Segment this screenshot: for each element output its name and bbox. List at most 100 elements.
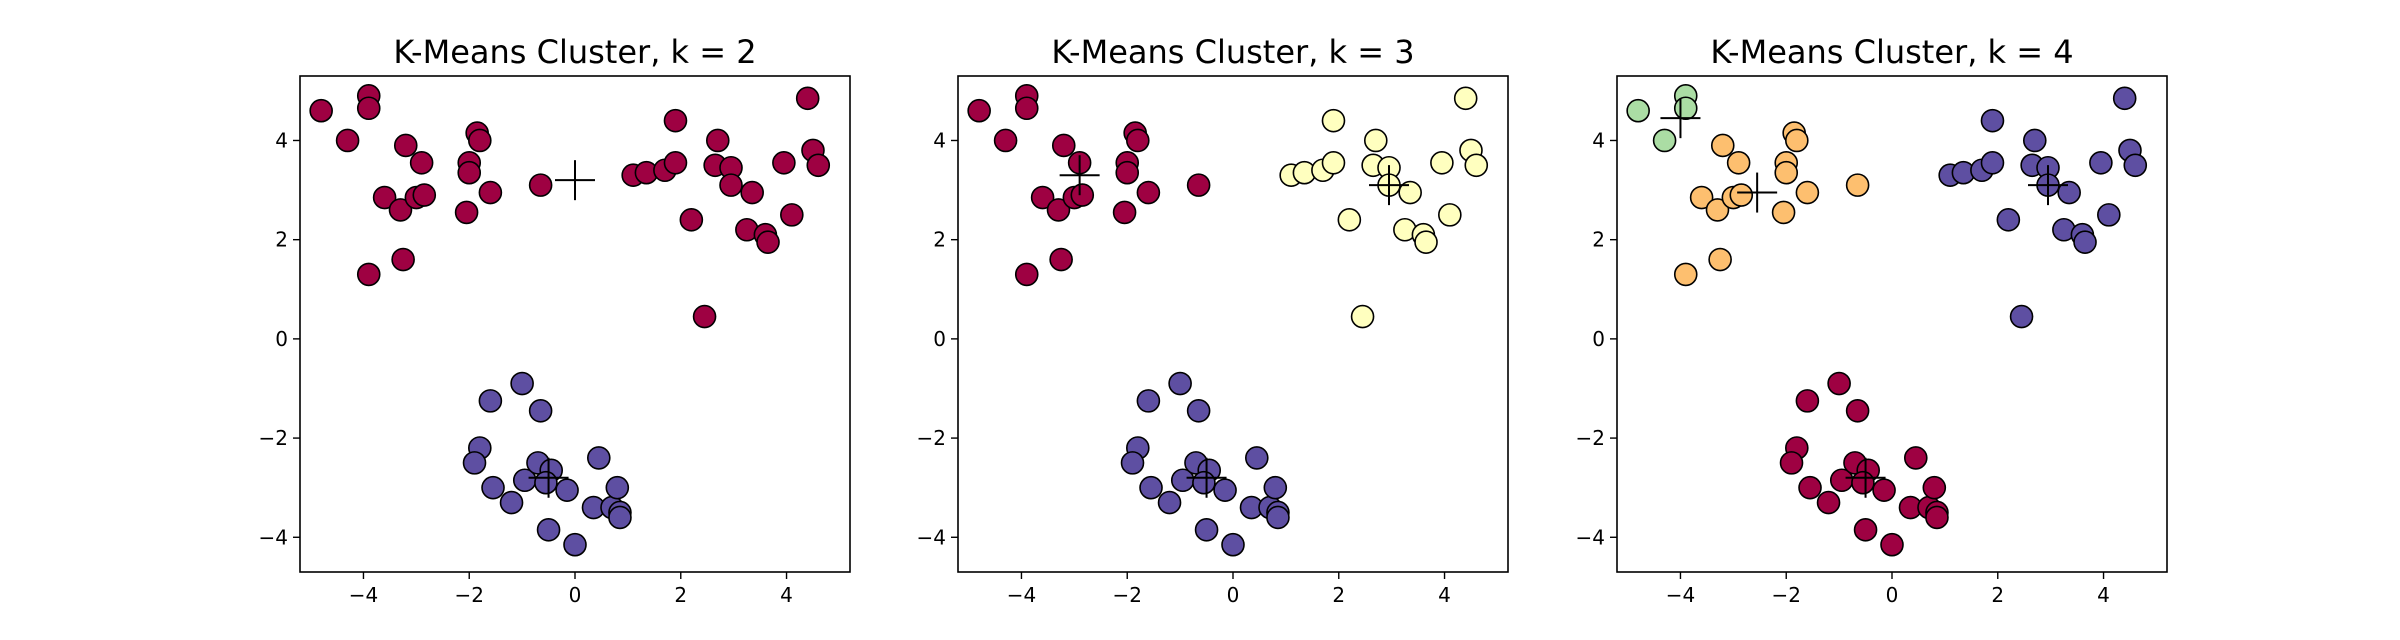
y-tick-label: −4 [917, 525, 946, 549]
data-point [1157, 490, 1182, 515]
data-point [1213, 478, 1237, 502]
data-point [1903, 446, 1928, 470]
data-point [2073, 230, 2097, 254]
data-point [356, 262, 381, 287]
x-tick-label: 2 [1332, 583, 1345, 607]
data-point [454, 200, 479, 225]
data-point [2097, 203, 2121, 227]
data-point [806, 153, 831, 178]
data-point [1853, 518, 1878, 542]
data-point [391, 247, 415, 272]
centroid-markers [1059, 155, 1410, 498]
data-point [1851, 470, 1875, 495]
data-point [1726, 151, 1751, 175]
data-point [1438, 203, 1462, 227]
data-point [468, 128, 492, 153]
data-point [663, 151, 688, 175]
centroid-markers [528, 160, 595, 498]
data-point [1244, 446, 1269, 470]
data-point [2112, 86, 2137, 111]
data-point [528, 398, 553, 423]
data-point [1795, 389, 1820, 413]
data-point [772, 151, 796, 175]
data-point [608, 505, 632, 530]
data-point [1673, 262, 1698, 287]
x-tick-label: 2 [1991, 583, 2004, 607]
data-point [1845, 398, 1870, 423]
x-tick-label: 4 [2097, 583, 2110, 607]
x-tick-label: 4 [780, 583, 793, 607]
plot-frame [957, 75, 1509, 573]
x-tick-label: 2 [674, 583, 687, 607]
data-point [719, 173, 743, 197]
centroid-marker [1059, 155, 1100, 196]
y-tick-label: −4 [259, 525, 288, 549]
data-point [462, 451, 487, 475]
data-point [605, 475, 630, 500]
data-point [481, 475, 505, 500]
data-point [409, 151, 434, 175]
data-point [993, 128, 1018, 153]
centroid-marker [528, 457, 569, 498]
data-points [309, 84, 831, 557]
data-point [1453, 86, 1478, 111]
panel-title: K-Means Cluster, k = 4 [1710, 33, 2073, 71]
data-point [1126, 128, 1150, 153]
data-point [679, 208, 704, 232]
data-point [705, 128, 730, 153]
centroid-marker [1737, 172, 1778, 213]
data-point [499, 490, 524, 515]
centroid-marker [555, 160, 595, 201]
x-tick-label: −2 [1771, 583, 1800, 607]
axis-ticks: −4 −2 0 2 4 −4 −2 0 2 4 [1576, 128, 2110, 607]
x-tick-label: 0 [569, 583, 582, 607]
data-point [1980, 108, 2005, 133]
x-tick-label: −2 [454, 583, 483, 607]
data-point [1798, 475, 1822, 500]
data-point [563, 532, 587, 557]
data-point [1014, 96, 1039, 121]
y-tick-label: 4 [1592, 128, 1605, 152]
data-point [1880, 532, 1904, 557]
data-point [1996, 208, 2021, 232]
data-point [1845, 173, 1870, 197]
data-point [1785, 128, 1809, 153]
data-point [536, 518, 561, 542]
data-point [478, 389, 503, 413]
data-point [1771, 200, 1796, 225]
data-point [1194, 518, 1219, 542]
data-point [412, 183, 437, 207]
y-tick-label: 2 [1592, 228, 1605, 252]
x-tick-label: −2 [1112, 583, 1141, 607]
data-point [1705, 198, 1730, 222]
data-points [1626, 84, 2148, 557]
data-point [1192, 470, 1216, 495]
data-point [2089, 151, 2113, 175]
data-point [1779, 451, 1804, 475]
data-point [528, 173, 553, 197]
data-point [1168, 371, 1192, 396]
y-tick-label: 0 [933, 327, 946, 351]
data-point [457, 160, 482, 185]
data-point [1710, 133, 1735, 158]
data-point [1186, 173, 1211, 197]
data-point [740, 180, 764, 205]
y-tick-label: 2 [275, 228, 288, 252]
x-tick-label: 4 [1438, 583, 1451, 607]
centroid-marker [1186, 457, 1227, 498]
data-point [1136, 389, 1161, 413]
axis-ticks: −4 −2 0 2 4 −4 −2 0 2 4 [917, 128, 1451, 607]
data-point [1673, 96, 1698, 121]
y-tick-label: 0 [275, 327, 288, 351]
y-tick-label: 2 [933, 228, 946, 252]
panel-title: K-Means Cluster, k = 2 [393, 33, 756, 71]
chart-panel-k3: K-Means Cluster, k = 3 −4 −2 0 2 4 −4 −2 0 2 4 [917, 33, 1509, 607]
data-point [2009, 304, 2034, 329]
data-point [309, 98, 333, 123]
data-point [1414, 230, 1438, 254]
data-point [1186, 398, 1211, 423]
data-point [335, 128, 360, 153]
data-point [780, 203, 804, 227]
data-point [1363, 128, 1388, 153]
data-point [1925, 505, 1949, 530]
